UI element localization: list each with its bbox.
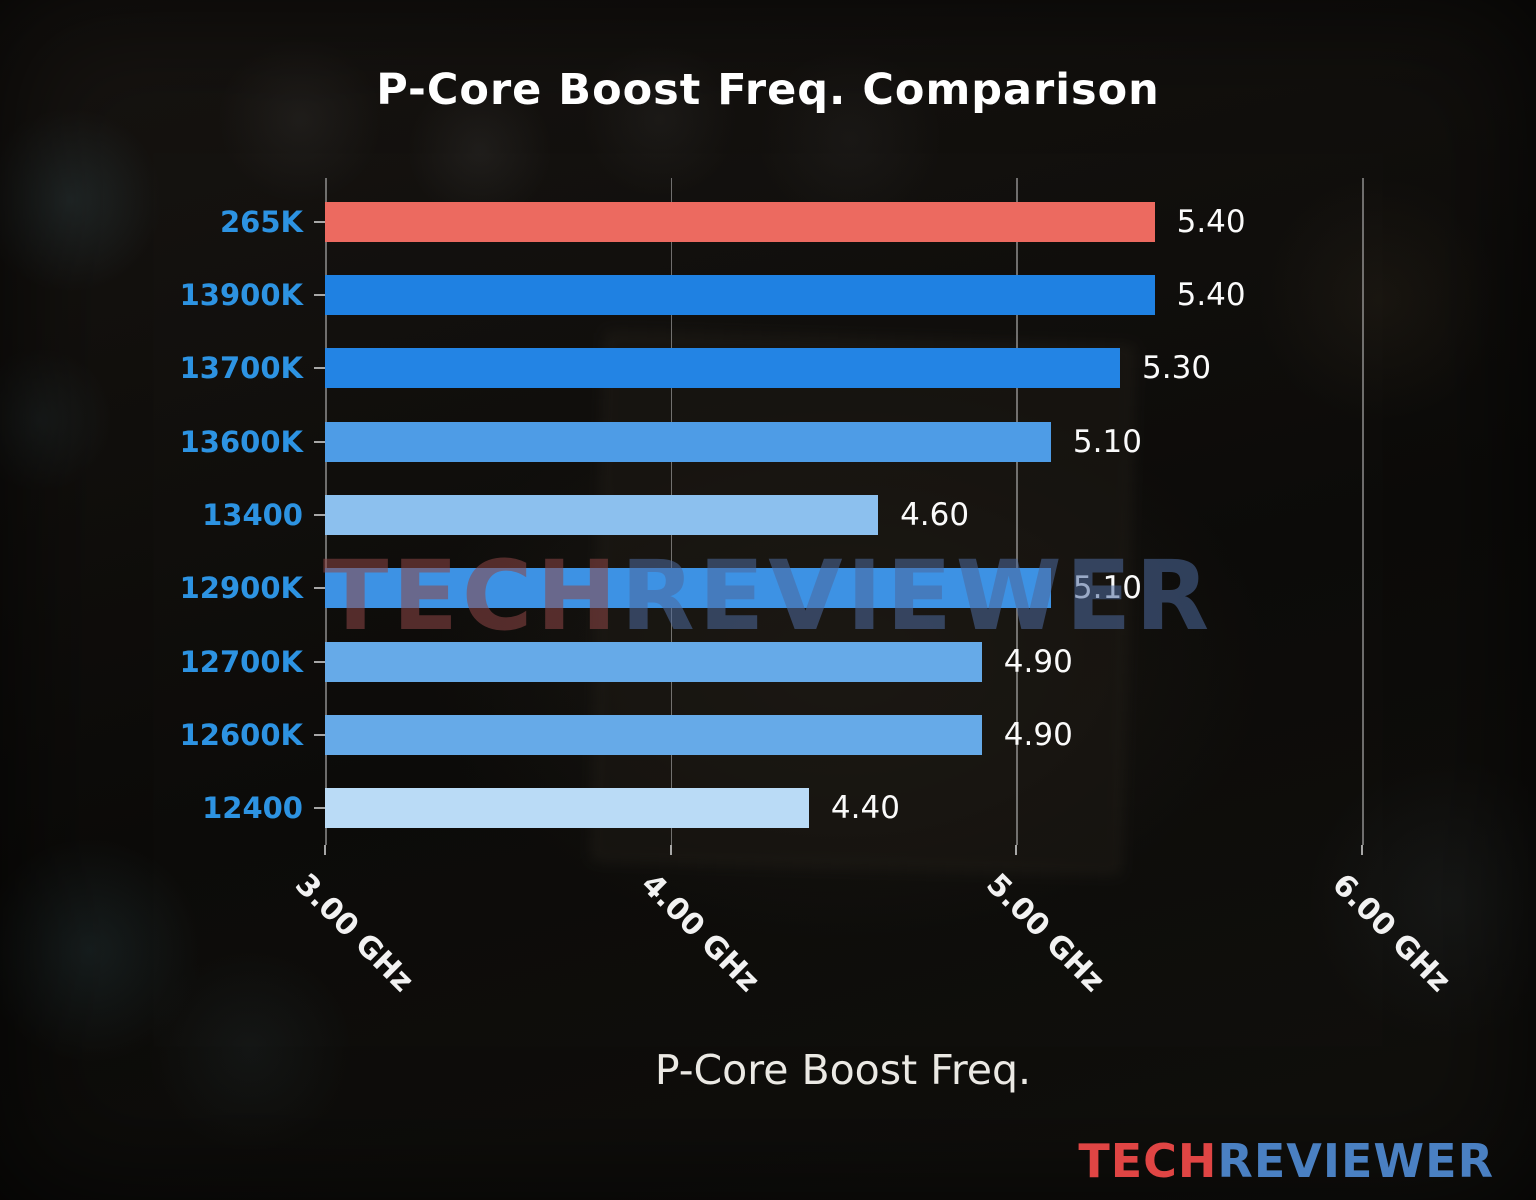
- bar: [325, 568, 1051, 609]
- bar: [325, 495, 879, 535]
- x-tick-mark: [324, 845, 326, 855]
- category-label: 13600K: [179, 424, 303, 459]
- y-tick-mark: [314, 734, 325, 736]
- x-tick-label: 6.00 GHz: [1325, 867, 1458, 999]
- bar: [325, 641, 982, 682]
- value-label: 5.10: [1072, 570, 1142, 607]
- y-tick-mark: [314, 220, 325, 223]
- category-label: 13700K: [179, 351, 303, 386]
- bar: [325, 201, 1155, 242]
- x-tick-label: 4.00 GHz: [633, 867, 766, 999]
- category-label: 12700K: [179, 644, 303, 679]
- bar: [325, 348, 1121, 389]
- y-tick-mark: [314, 807, 325, 810]
- value-label: 5.40: [1176, 203, 1246, 240]
- value-label: 4.90: [1003, 643, 1073, 680]
- category-label: 13900K: [179, 278, 303, 312]
- x-tick-label: 3.00 GHz: [288, 867, 421, 999]
- value-label: 5.40: [1176, 277, 1246, 313]
- y-tick-mark: [314, 587, 325, 590]
- value-label: 4.40: [830, 790, 900, 827]
- brand-logo-tech-text: TECH: [1078, 1134, 1218, 1188]
- x-tick-mark: [1361, 845, 1363, 855]
- category-label: 12900K: [179, 571, 303, 606]
- value-label: 5.10: [1072, 423, 1142, 460]
- category-label: 265K: [219, 204, 303, 239]
- chart-title: P-Core Boost Freq. Comparison: [376, 64, 1160, 115]
- value-label: 5.30: [1142, 350, 1212, 387]
- x-axis-title: P-Core Boost Freq.: [654, 1046, 1032, 1094]
- x-tick-label: 5.00 GHz: [979, 867, 1112, 999]
- y-tick-mark: [314, 440, 325, 443]
- category-label: 12400: [202, 791, 303, 826]
- x-tick-mark: [669, 845, 672, 855]
- brand-logo-reviewer-text: REVIEWER: [1217, 1134, 1494, 1188]
- bar: [325, 788, 809, 829]
- bar: [325, 715, 982, 755]
- category-label: 12600K: [179, 718, 303, 752]
- value-label: 4.90: [1003, 717, 1073, 753]
- y-tick-mark: [314, 660, 325, 663]
- category-label: 13400: [202, 498, 303, 532]
- y-tick-mark: [314, 294, 325, 296]
- brand-logo: TECHREVIEWER: [1078, 1134, 1494, 1188]
- bar: [325, 421, 1051, 462]
- x-tick-mark: [1015, 845, 1018, 855]
- y-tick-mark: [314, 367, 325, 370]
- value-label: 4.60: [900, 497, 970, 533]
- bar: [325, 275, 1155, 315]
- y-tick-mark: [314, 514, 325, 516]
- gridline: [1362, 178, 1364, 845]
